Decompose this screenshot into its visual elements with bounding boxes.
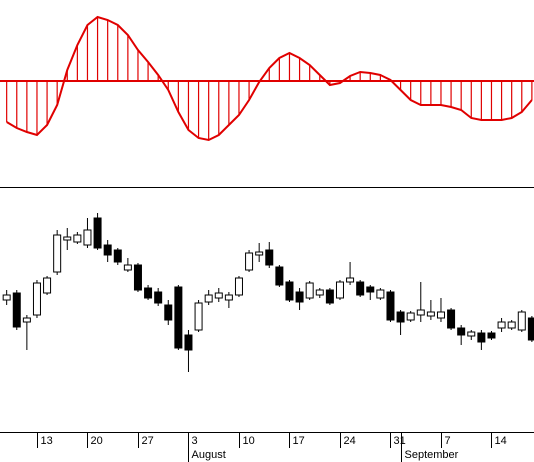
candle-body bbox=[346, 277, 355, 283]
candle-body bbox=[22, 317, 31, 323]
candle-body bbox=[406, 312, 415, 321]
x-tick-label: 3 bbox=[192, 435, 198, 447]
candle-body bbox=[457, 327, 466, 336]
candle-body bbox=[255, 251, 264, 256]
candle-body bbox=[194, 302, 203, 331]
candle-body bbox=[335, 281, 344, 299]
candle-body bbox=[63, 236, 72, 241]
candle-body bbox=[426, 311, 435, 317]
candle-body bbox=[265, 249, 274, 266]
candle-body bbox=[285, 281, 294, 301]
candle-body bbox=[376, 289, 385, 299]
x-tick-label: 10 bbox=[243, 435, 255, 447]
x-tick-label: 7 bbox=[445, 435, 451, 447]
candle-body bbox=[447, 309, 456, 329]
x-tick-label: 31 bbox=[394, 435, 406, 447]
candle-body bbox=[214, 292, 223, 299]
candle-body bbox=[144, 287, 153, 299]
candle-body bbox=[416, 309, 425, 316]
candle-body bbox=[487, 332, 496, 339]
candle-body bbox=[174, 286, 183, 349]
candle-body bbox=[366, 286, 375, 293]
candle-body bbox=[53, 234, 62, 273]
candle-body bbox=[305, 282, 314, 299]
candle-body bbox=[275, 266, 284, 286]
candle-body bbox=[245, 252, 254, 271]
candle-body bbox=[164, 304, 173, 321]
candle-body bbox=[43, 277, 52, 294]
candle-body bbox=[467, 331, 476, 337]
candle-body bbox=[12, 292, 21, 328]
candle-body bbox=[477, 332, 486, 343]
oscillator-line bbox=[6, 15, 533, 142]
candle-body bbox=[103, 244, 112, 256]
x-tick-label: 27 bbox=[142, 435, 154, 447]
candle-body bbox=[517, 311, 526, 331]
candle-body bbox=[184, 334, 193, 351]
x-tick-label: 20 bbox=[91, 435, 103, 447]
candle-body bbox=[386, 291, 395, 321]
x-tick-label: 17 bbox=[293, 435, 305, 447]
candle-body bbox=[93, 217, 102, 249]
x-tick-label: 14 bbox=[495, 435, 507, 447]
candle-body bbox=[133, 264, 142, 291]
candle-body bbox=[154, 291, 163, 304]
candle-body bbox=[224, 294, 233, 301]
x-tick-label: 13 bbox=[41, 435, 53, 447]
candle-body bbox=[507, 321, 516, 329]
candle-body bbox=[295, 291, 304, 303]
candle-body bbox=[73, 234, 82, 243]
candle-body bbox=[315, 289, 324, 296]
month-label: August bbox=[192, 449, 226, 461]
x-tick-label: 24 bbox=[344, 435, 356, 447]
candle-body bbox=[234, 277, 243, 296]
candle-body bbox=[396, 311, 405, 323]
candle-body bbox=[356, 281, 365, 296]
candle-body bbox=[204, 294, 213, 303]
candle-body bbox=[436, 311, 445, 319]
candle-body bbox=[113, 249, 122, 263]
month-label: September bbox=[405, 449, 459, 461]
candle-body bbox=[123, 264, 132, 271]
candle-body bbox=[83, 229, 92, 246]
candle-body bbox=[2, 294, 11, 301]
candle-body bbox=[497, 321, 506, 329]
candle-body bbox=[32, 282, 41, 316]
candle-body bbox=[325, 289, 334, 304]
candle-body bbox=[527, 317, 534, 341]
